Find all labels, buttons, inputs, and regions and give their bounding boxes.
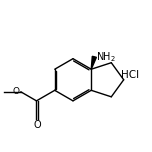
Text: HCl: HCl — [121, 70, 139, 80]
Text: O: O — [13, 87, 20, 96]
Text: O: O — [33, 120, 41, 130]
Polygon shape — [91, 56, 96, 69]
Text: NH$_2$: NH$_2$ — [96, 50, 116, 64]
